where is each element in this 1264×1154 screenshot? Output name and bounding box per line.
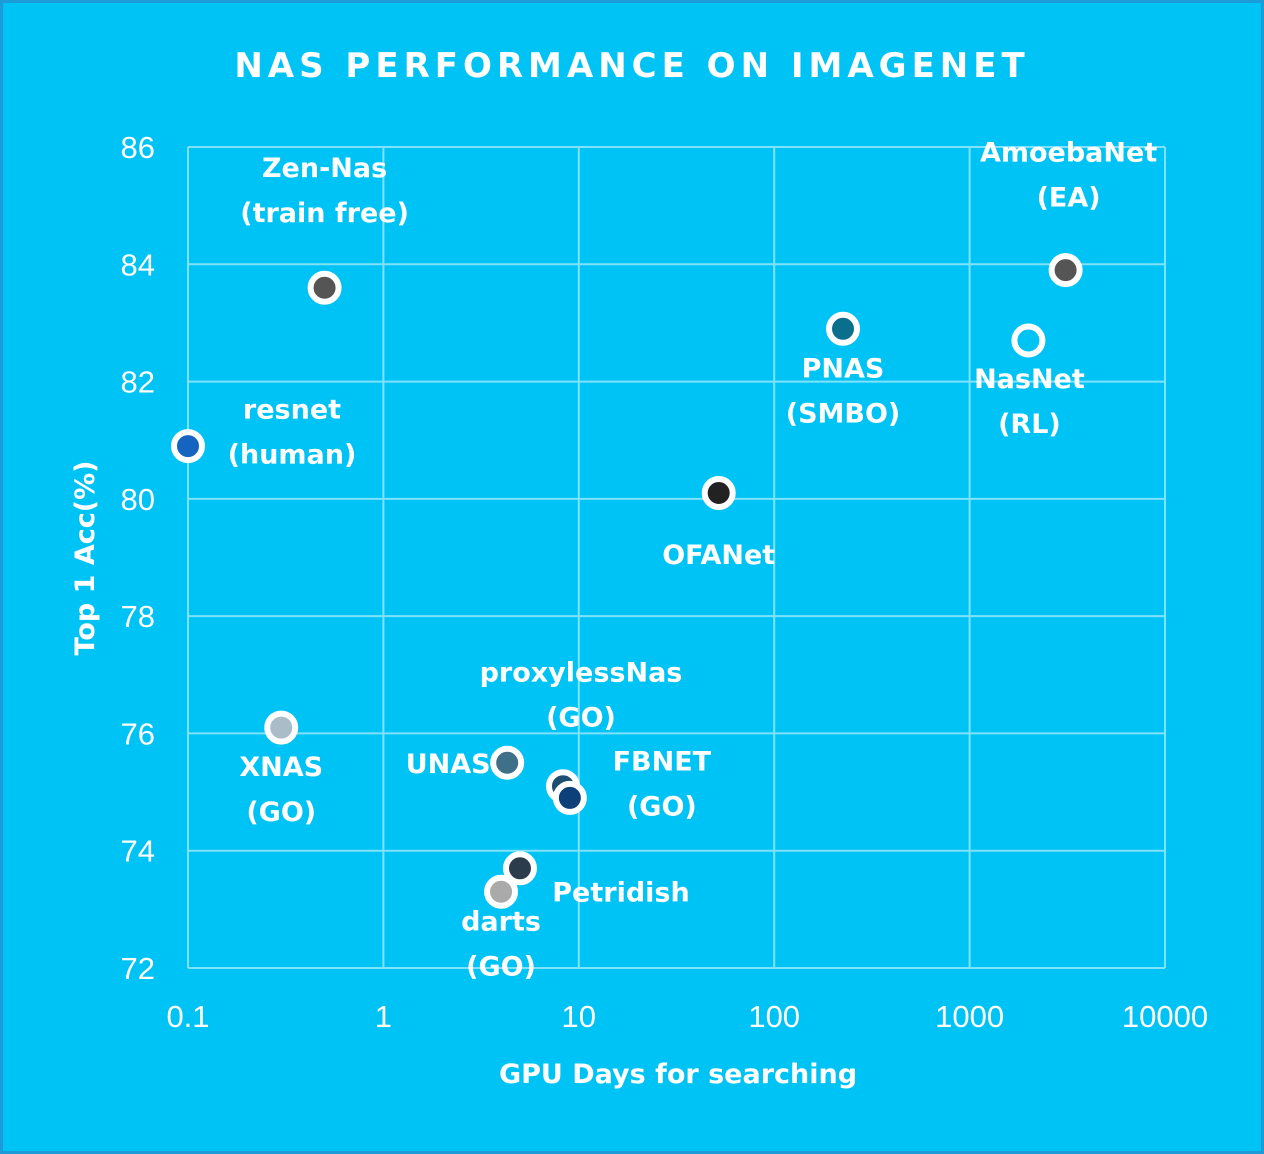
grid-lines: [187, 146, 1166, 969]
point-label-line: (GO): [627, 791, 697, 822]
point-label: FBNET (GO): [613, 746, 712, 822]
y-tick-label: 82: [121, 365, 155, 400]
x-tick-label: 1: [375, 999, 392, 1034]
point-labels: Zen-Nas (train free) AmoebaNet (EA) PNAS (SMB…: [228, 138, 1158, 983]
point-label-line: XNAS: [239, 752, 323, 783]
point-label-line: AmoebaNet: [980, 138, 1157, 169]
point-label: XNAS (GO): [239, 752, 323, 828]
point-label: Petridish: [552, 877, 689, 908]
point-label-line: (train free): [240, 198, 409, 229]
data-point: [264, 710, 299, 745]
x-tick-label: 10: [562, 999, 596, 1034]
point-label-line: darts: [461, 906, 541, 937]
data-point: [307, 270, 342, 305]
point-label-line: (RL): [998, 409, 1061, 440]
x-axis-label: GPU Days for searching: [499, 1059, 857, 1090]
x-tick-label: 0.1: [166, 999, 209, 1034]
y-tick-label: 76: [121, 716, 155, 751]
point-label: darts (GO): [461, 906, 541, 982]
data-point: [502, 851, 537, 886]
point-label-line: (human): [228, 440, 357, 471]
y-axis-label: Top 1 Acc(%): [70, 461, 101, 656]
data-point: [490, 745, 525, 780]
data-point: [826, 311, 861, 346]
point-label-line: (GO): [466, 951, 536, 982]
y-tick-label: 84: [121, 247, 155, 282]
point-label-line: resnet: [243, 395, 341, 426]
data-point: [1011, 323, 1046, 358]
point-label-line: (GO): [246, 797, 316, 828]
y-tick-label: 74: [121, 834, 155, 869]
point-label-line: Zen-Nas: [262, 153, 387, 184]
point-label-line: proxylessNas: [480, 658, 683, 689]
point-label-line: (SMBO): [786, 398, 901, 429]
data-point: [701, 475, 736, 510]
data-point: [171, 429, 205, 464]
point-label-line: FBNET: [613, 746, 712, 777]
point-label: NasNet (RL): [974, 364, 1085, 440]
point-label-line: (EA): [1037, 183, 1101, 214]
data-point: [552, 780, 587, 815]
point-label: Zen-Nas (train free): [240, 153, 409, 229]
point-label: PNAS (SMBO): [786, 353, 901, 429]
point-label-line: NasNet: [974, 364, 1085, 395]
y-tick-label: 80: [121, 482, 155, 517]
point-label-line: Petridish: [552, 877, 689, 908]
point-label-line: UNAS: [406, 749, 491, 780]
point-label: resnet (human): [228, 395, 357, 471]
data-point: [1048, 253, 1083, 288]
point-label: proxylessNas (GO): [480, 658, 683, 734]
data-points: [171, 253, 1083, 909]
x-tick-label: 1000: [935, 999, 1004, 1034]
point-label: AmoebaNet (EA): [980, 138, 1157, 214]
y-tick-label: 86: [121, 130, 155, 165]
y-tick-label: 72: [121, 951, 155, 986]
chart-title: NAS PERFORMANCE ON IMAGENET: [234, 46, 1029, 86]
x-tick-label: 100: [748, 999, 800, 1034]
y-tick-label: 78: [121, 599, 155, 634]
point-label-line: OFANet: [662, 540, 775, 571]
axis-ticks: 0.1 1 10 100 1000 10000 72 74 76 78 80 82 84 86: [121, 130, 1209, 1034]
x-tick-label: 10000: [1122, 999, 1208, 1034]
data-point: [484, 874, 519, 909]
point-label: OFANet: [662, 540, 775, 571]
point-label-line: PNAS: [802, 353, 885, 384]
point-label-line: (GO): [546, 703, 616, 734]
point-label: UNAS: [406, 749, 491, 780]
